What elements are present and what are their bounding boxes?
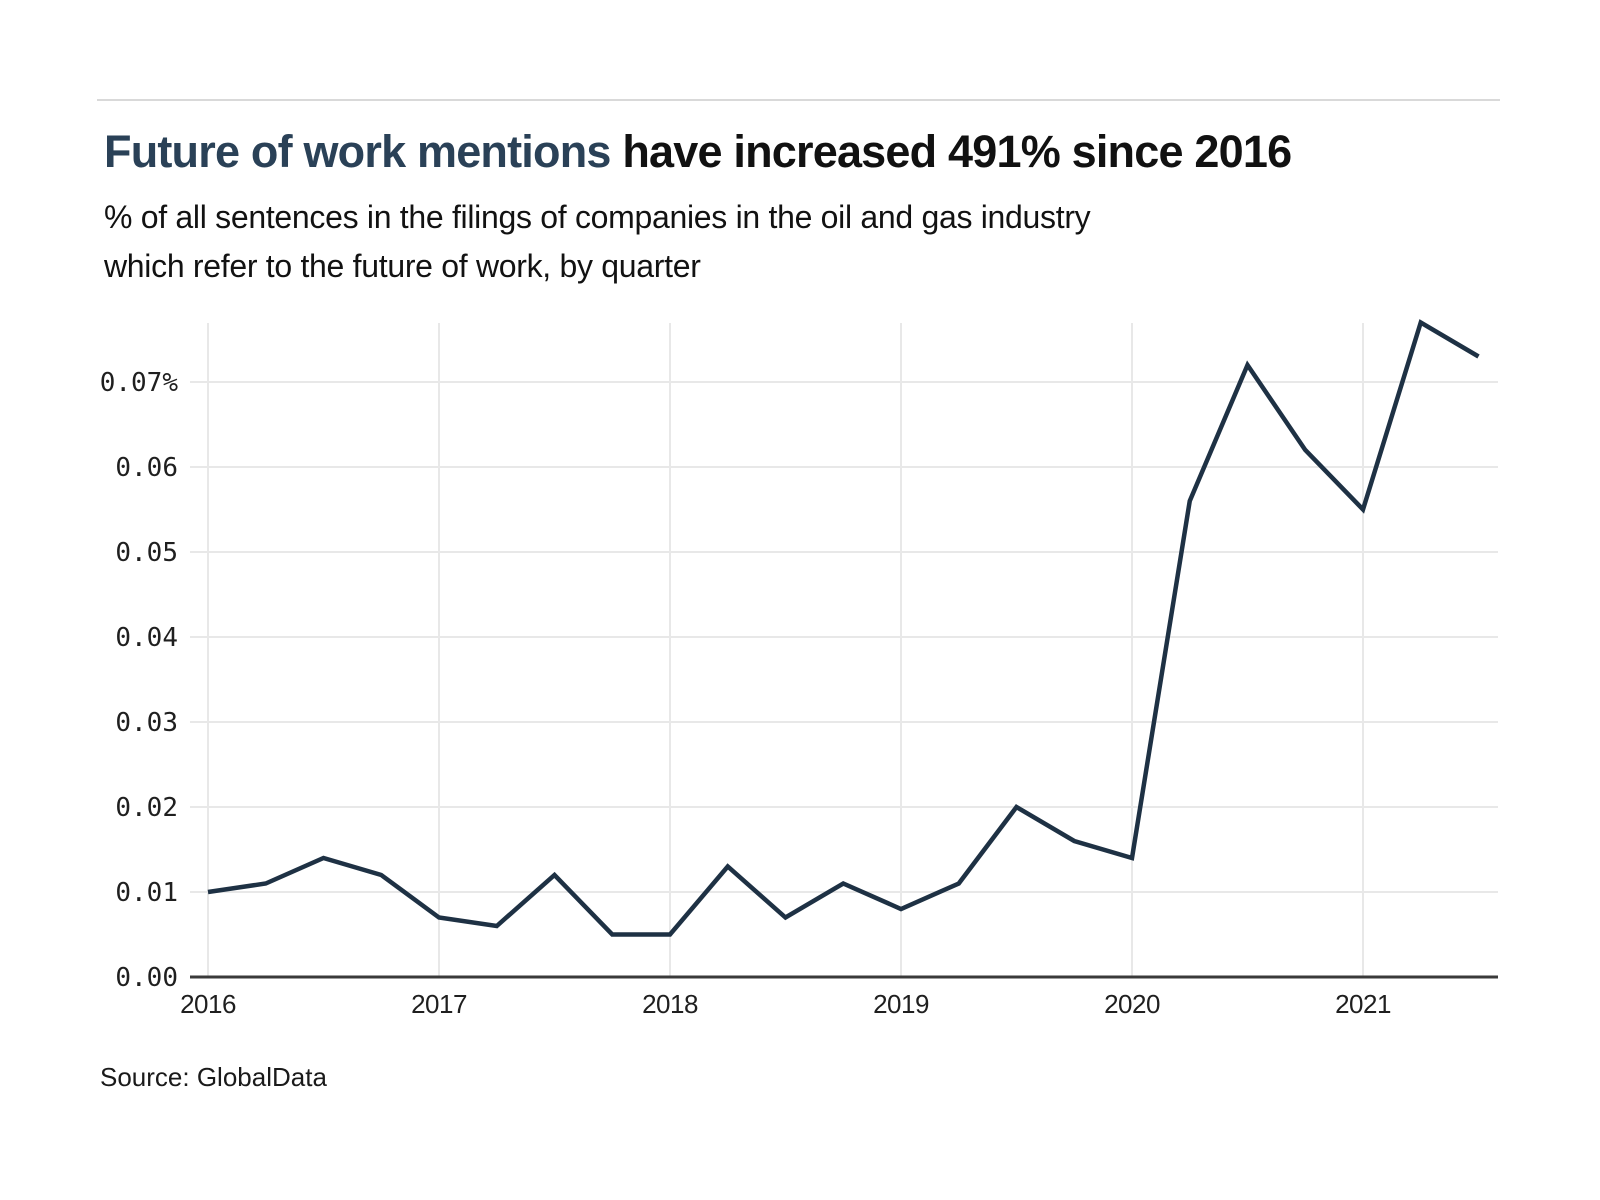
y-tick-label: 0.06 — [115, 453, 178, 483]
y-tick-label: 0.05 — [115, 538, 178, 568]
chart-subtitle: % of all sentences in the filings of com… — [104, 193, 1091, 291]
subtitle-line-2: which refer to the future of work, by qu… — [104, 248, 701, 284]
source-note: Source: GlobalData — [100, 1062, 327, 1092]
y-tick-label: 0.04 — [115, 623, 178, 653]
y-tick-label: 0.03 — [115, 708, 178, 738]
top-divider — [97, 99, 1500, 101]
x-tick-label: 2018 — [642, 989, 698, 1019]
x-tick-label: 2016 — [180, 989, 236, 1019]
title-highlight: Future of work mentions — [104, 126, 611, 177]
x-tick-label: 2020 — [1104, 989, 1160, 1019]
subtitle-line-1: % of all sentences in the filings of com… — [104, 199, 1091, 235]
y-tick-label: 0.07% — [100, 368, 179, 398]
title-rest: have increased 491% since 2016 — [610, 126, 1292, 177]
page-title: Future of work mentions have increased 4… — [104, 126, 1292, 178]
data-line-series — [207, 319, 1480, 937]
x-tick-label: 2017 — [411, 989, 467, 1019]
y-tick-label: 0.00 — [115, 963, 178, 993]
x-tick-label: 2019 — [873, 989, 929, 1019]
y-tick-label: 0.01 — [115, 878, 178, 908]
y-tick-label: 0.02 — [115, 793, 178, 823]
x-tick-label: 2021 — [1335, 989, 1391, 1019]
